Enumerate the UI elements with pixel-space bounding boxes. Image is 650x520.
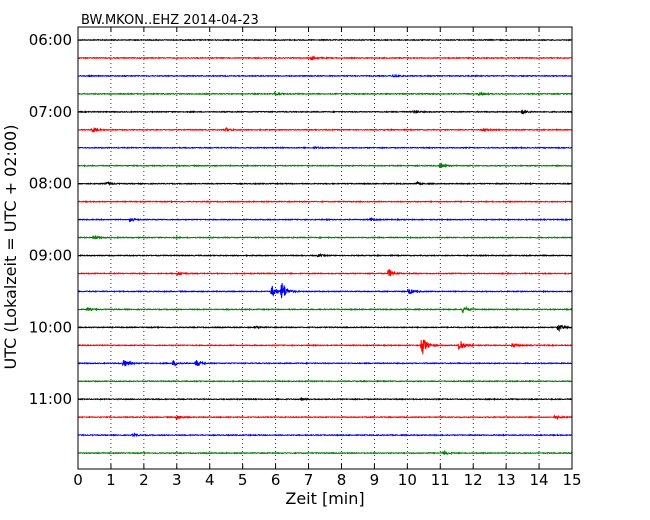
y-tick-label: 07:00 [29,103,72,121]
x-axis-ticks: 0 1 2 3 4 5 6 7 8 9 10 11 12 13 14 15 [73,27,582,489]
trace-line [77,55,573,61]
chart-title: BW.MKON..EHZ 2014-04-23 [81,13,259,28]
x-tick-label: 11 [431,471,450,489]
x-grid [110,27,540,469]
trace-line [77,109,573,115]
trace-line [77,414,573,421]
trace-line [77,268,573,277]
x-tick-label: 12 [464,471,483,489]
trace-line [77,324,573,333]
trace-line [77,283,573,299]
trace-line [77,252,573,258]
plot-frame [77,26,573,470]
y-axis-label: UTC (Lokalzeit = UTC + 02:00) [1,125,20,370]
x-tick-label: 4 [205,471,215,489]
trace-line [77,216,573,223]
x-tick-label: 6 [271,471,281,489]
trace-line [77,305,573,314]
trace-line [77,396,573,402]
y-tick-label: 06:00 [29,31,72,49]
x-tick-label: 3 [172,471,182,489]
x-tick-label: 14 [530,471,549,489]
trace-line [77,162,573,168]
trace-line [77,449,573,456]
trace-line [77,339,573,355]
trace-line [77,200,573,204]
x-tick-label: 5 [238,471,248,489]
x-tick-label: 1 [106,471,116,489]
trace-line [77,91,573,97]
trace-line [77,360,573,368]
trace-line [77,432,573,438]
x-tick-label: 0 [73,471,83,489]
x-axis-label: Zeit [min] [285,489,364,508]
x-tick-label: 7 [304,471,314,489]
trace-line [77,234,573,240]
traces [77,38,573,456]
y-tick-label: 09:00 [29,247,72,265]
trace-line [77,38,573,42]
trace-line [77,127,573,133]
trace-line [77,379,573,383]
trace-line [77,180,573,187]
y-tick-label: 11:00 [29,390,72,408]
y-tick-label: 08:00 [29,175,72,193]
x-tick-label: 13 [497,471,516,489]
x-tick-label: 2 [139,471,149,489]
x-tick-label: 9 [370,471,380,489]
y-tick-label: 10:00 [29,318,72,336]
x-tick-label: 8 [337,471,347,489]
x-tick-label: 15 [562,471,581,489]
trace-line [77,146,573,150]
y-axis-ticks: 06:00 07:00 08:00 09:00 10:00 11:00 [29,31,572,408]
x-tick-label: 10 [398,471,417,489]
trace-line [77,73,573,78]
